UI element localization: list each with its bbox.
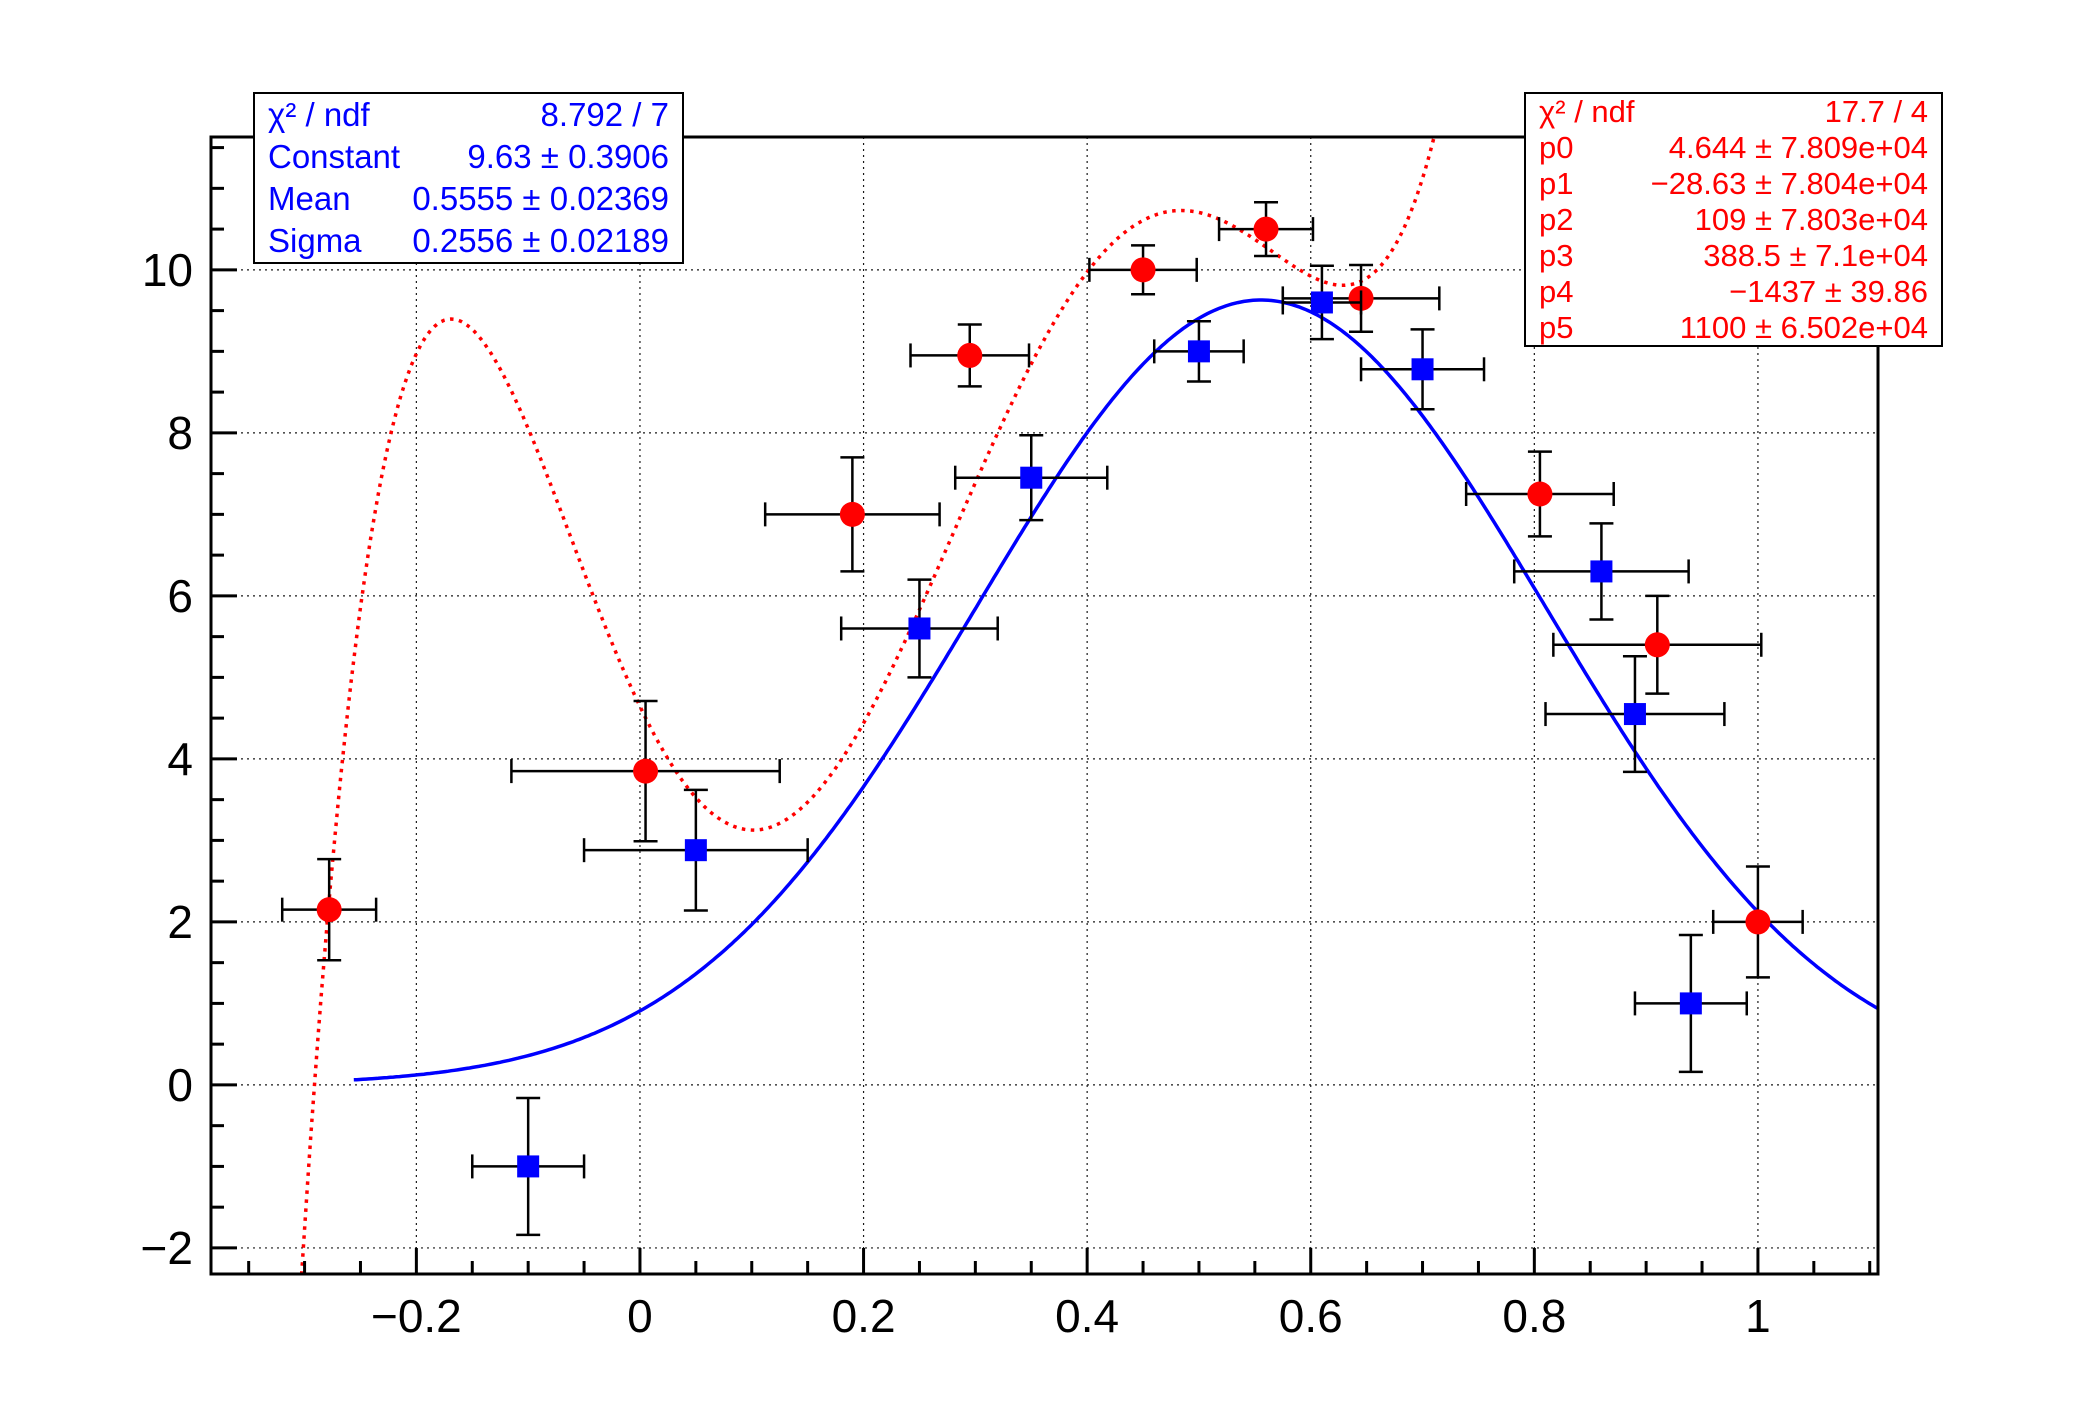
blue-squares-series [471,264,1749,1237]
data-point-square [517,1155,540,1178]
data-point-square [1590,560,1613,583]
fit-curves [299,137,1878,1274]
stat-value: 4.644 ± 7.809e+04 [1668,130,1928,165]
gaussian-fit-curve [353,298,1878,1082]
data-point-circle [839,501,865,527]
stat-value: −28.63 ± 7.804e+04 [1650,166,1928,201]
stat-value: 8.792 / 7 [540,96,669,133]
x-tick-label: 0.4 [1055,1290,1119,1342]
data-point-square [908,617,931,640]
stat-label: p2 [1539,202,1574,237]
y-tick-label: 0 [167,1059,193,1111]
y-tick-label: 2 [167,896,193,948]
stat-label: Mean [268,180,351,217]
red-circles-series [280,200,1804,979]
stat-row: p2 109 ± 7.803e+04 [1526,202,1941,238]
stat-label: χ² / ndf [268,96,370,133]
y-tick-label: 4 [167,733,193,785]
stat-label: p4 [1539,274,1574,309]
data-point-square [684,839,707,862]
data-point-circle [957,342,983,368]
data-point-square [1623,703,1646,726]
data-point-square [1020,466,1043,489]
gaussian-fit-stats-box: χ² / ndf 8.792 / 7 Constant 9.63 ± 0.390… [253,92,684,264]
data-point-circle [1253,216,1279,242]
stat-row: p0 4.644 ± 7.809e+04 [1526,130,1941,166]
stat-value: 0.5555 ± 0.02369 [412,180,669,217]
stat-value: 17.7 / 4 [1824,94,1928,129]
data-point-circle [316,897,342,923]
stat-row: Constant 9.63 ± 0.3906 [255,136,682,178]
stat-row: Mean 0.5555 ± 0.02369 [255,178,682,220]
data-point-square [1310,291,1333,314]
stat-value: 388.5 ± 7.1e+04 [1703,238,1928,273]
stat-row: p1 −28.63 ± 7.804e+04 [1526,166,1941,202]
y-tick-label: −2 [141,1222,193,1274]
plot-frame [209,135,1880,1276]
stat-row: Sigma 0.2556 ± 0.02189 [255,220,682,262]
x-tick-label: 1 [1745,1290,1771,1342]
stat-label: p1 [1539,166,1574,201]
data-point-circle [1527,481,1553,507]
data-point-circle [1644,632,1670,658]
y-tick-label: 6 [167,570,193,622]
stat-row: χ² / ndf 17.7 / 4 [1526,94,1941,130]
y-tick-label: 10 [142,244,193,296]
x-tick-label: 0.6 [1279,1290,1343,1342]
grid-lines [211,137,1878,1274]
stat-row: χ² / ndf 8.792 / 7 [255,94,682,136]
stat-value: −1437 ± 39.86 [1729,274,1928,309]
x-tick-label: −0.2 [371,1290,462,1342]
stat-value: 1100 ± 6.502e+04 [1679,310,1928,345]
stat-label: Sigma [268,222,362,259]
x-tick-label: 0.2 [832,1290,896,1342]
stat-row: p4 −1437 ± 39.86 [1526,274,1941,310]
stat-label: χ² / ndf [1539,94,1635,129]
x-tick-label: 0.8 [1502,1290,1566,1342]
stat-label: p0 [1539,130,1574,165]
data-point-circle [633,758,659,784]
data-point-circle [1745,909,1771,935]
stat-value: 109 ± 7.803e+04 [1694,202,1928,237]
stat-value: 0.2556 ± 0.02189 [412,222,669,259]
stat-row: p3 388.5 ± 7.1e+04 [1526,238,1941,274]
poly5-fit-stats-box: χ² / ndf 17.7 / 4 p0 4.644 ± 7.809e+04 p… [1524,92,1943,347]
y-tick-label: 8 [167,407,193,459]
data-point-square [1679,992,1702,1015]
stat-label: p5 [1539,310,1574,345]
stat-label: p3 [1539,238,1574,273]
axis-labels: −0.2 0 0.2 0.4 0.6 0.8 1 −2 0 2 4 6 8 10 [141,244,1771,1342]
axis-ticks [211,146,1872,1274]
data-point-circle [1130,257,1156,283]
data-point-square [1187,340,1210,363]
stat-value: 9.63 ± 0.3906 [467,138,669,175]
data-point-square [1411,358,1434,381]
stat-row: p5 1100 ± 6.502e+04 [1526,310,1941,346]
stat-label: Constant [268,138,401,175]
x-tick-label: 0 [627,1290,653,1342]
poly5-fit-curve [299,137,1436,1274]
